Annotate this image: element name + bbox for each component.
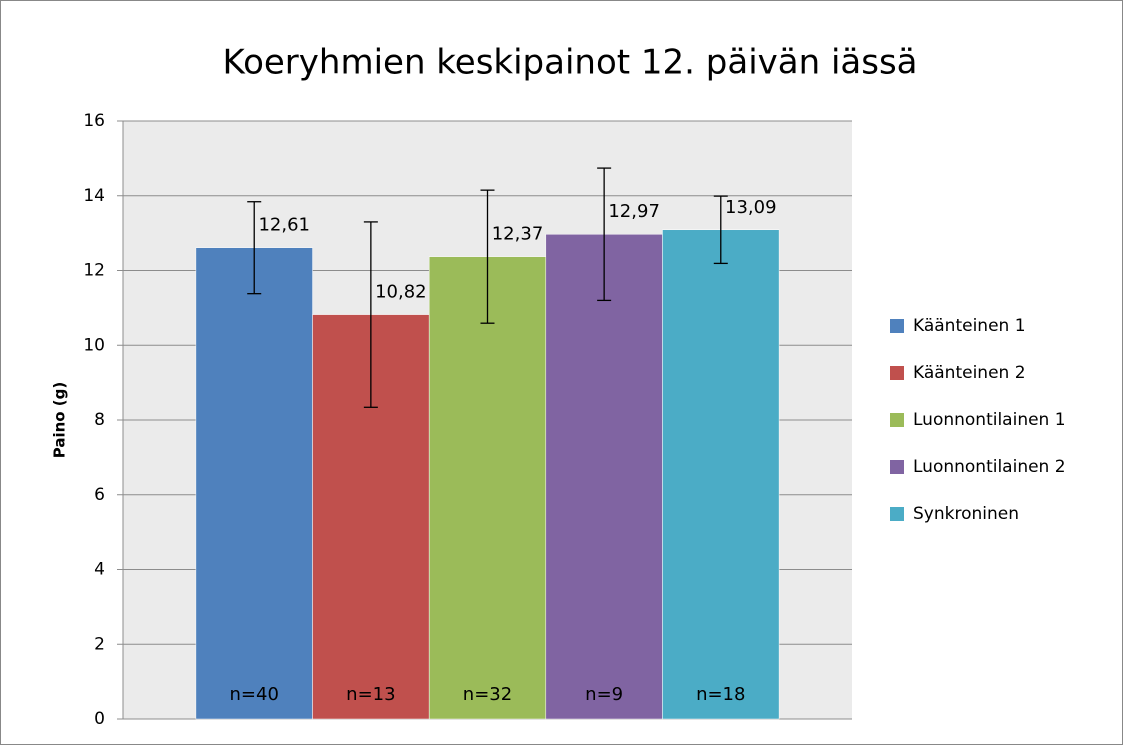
legend-swatch [890, 319, 904, 333]
bar-annotation: n=32 [463, 684, 512, 705]
error-bar [480, 189, 495, 324]
y-tick-label: 8 [94, 410, 105, 430]
legend-label: Käänteinen 2 [913, 363, 1026, 383]
error-bar [713, 195, 728, 265]
bar [195, 247, 313, 720]
legend-label: Luonnontilainen 2 [913, 457, 1066, 477]
error-bar [363, 221, 378, 408]
y-axis-label: Paino (g) [51, 382, 69, 459]
bar [662, 229, 780, 720]
bar-annotation: n=18 [696, 684, 745, 705]
bar-annotation: n=9 [585, 684, 623, 705]
bar [545, 233, 663, 720]
y-tick-label: 0 [94, 709, 105, 729]
value-label: 13,09 [725, 197, 777, 218]
legend-label: Luonnontilainen 1 [913, 410, 1066, 430]
y-tick-label: 6 [94, 485, 105, 505]
bar [428, 256, 547, 720]
legend-swatch [890, 413, 904, 427]
bar-annotation: n=13 [346, 684, 395, 705]
chart-title: Koeryhmien keskipainot 12. päivän iässä [222, 43, 917, 83]
error-bar [597, 167, 612, 302]
legend-swatch [890, 460, 904, 474]
y-tick-label: 12 [83, 261, 105, 281]
value-label: 12,37 [492, 224, 544, 245]
y-tick-label: 2 [94, 634, 105, 654]
y-tick-label: 14 [83, 186, 105, 206]
legend-label: Synkroninen [913, 504, 1019, 524]
y-tick-label: 10 [83, 335, 105, 355]
value-label: 12,97 [608, 201, 660, 222]
value-label: 10,82 [375, 282, 427, 303]
legend-swatch [890, 507, 904, 521]
value-label: 12,61 [258, 215, 310, 236]
legend-swatch [890, 366, 904, 380]
legend-label: Käänteinen 1 [913, 316, 1026, 336]
y-tick-label: 16 [83, 111, 105, 131]
y-tick-label: 4 [94, 560, 105, 580]
bar-annotation: n=40 [230, 684, 279, 705]
error-bar [247, 201, 262, 295]
